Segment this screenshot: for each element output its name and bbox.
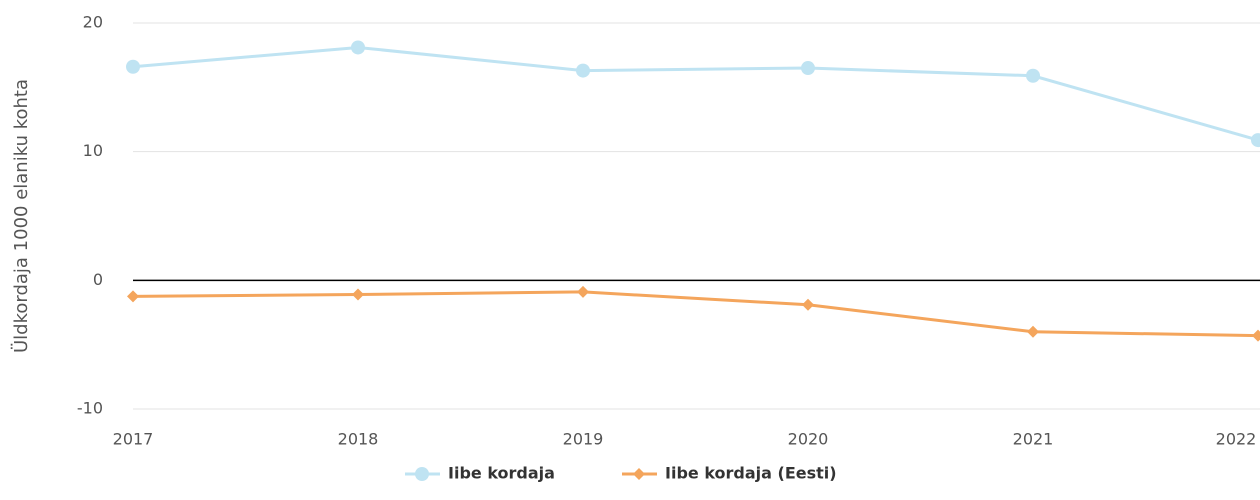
- series-line: [132, 45, 1259, 142]
- y-tick-label: 20: [83, 13, 103, 32]
- series-line: [132, 290, 1259, 338]
- data-point: [577, 285, 589, 298]
- legend-label: Iibe kordaja (Eesti): [665, 464, 837, 483]
- y-tick-label: 0: [93, 270, 103, 289]
- data-point: [1027, 325, 1039, 338]
- data-point: [801, 61, 815, 76]
- data-point: [802, 298, 814, 311]
- x-tick-label: 2022: [1216, 430, 1257, 449]
- data-point: [352, 288, 364, 301]
- data-point: [576, 63, 590, 78]
- data-point: [1252, 329, 1260, 342]
- legend-marker: [415, 467, 429, 481]
- data-point: [126, 59, 140, 74]
- data-point: [127, 290, 139, 303]
- y-tick-label: -10: [77, 399, 103, 418]
- x-tick-label: 2020: [788, 430, 829, 449]
- data-point: [1251, 133, 1260, 148]
- x-tick-label: 2018: [338, 430, 379, 449]
- x-tick-label: 2021: [1013, 430, 1054, 449]
- data-point: [351, 40, 365, 55]
- legend-marker: [633, 468, 645, 480]
- x-tick-label: 2019: [563, 430, 604, 449]
- x-tick-label: 2017: [113, 430, 154, 449]
- y-axis-label: Üldkordaja 1000 elaniku kohta: [10, 79, 32, 353]
- y-tick-label: 10: [83, 141, 103, 160]
- data-point: [1026, 68, 1040, 83]
- legend-label: Iibe kordaja: [448, 464, 555, 483]
